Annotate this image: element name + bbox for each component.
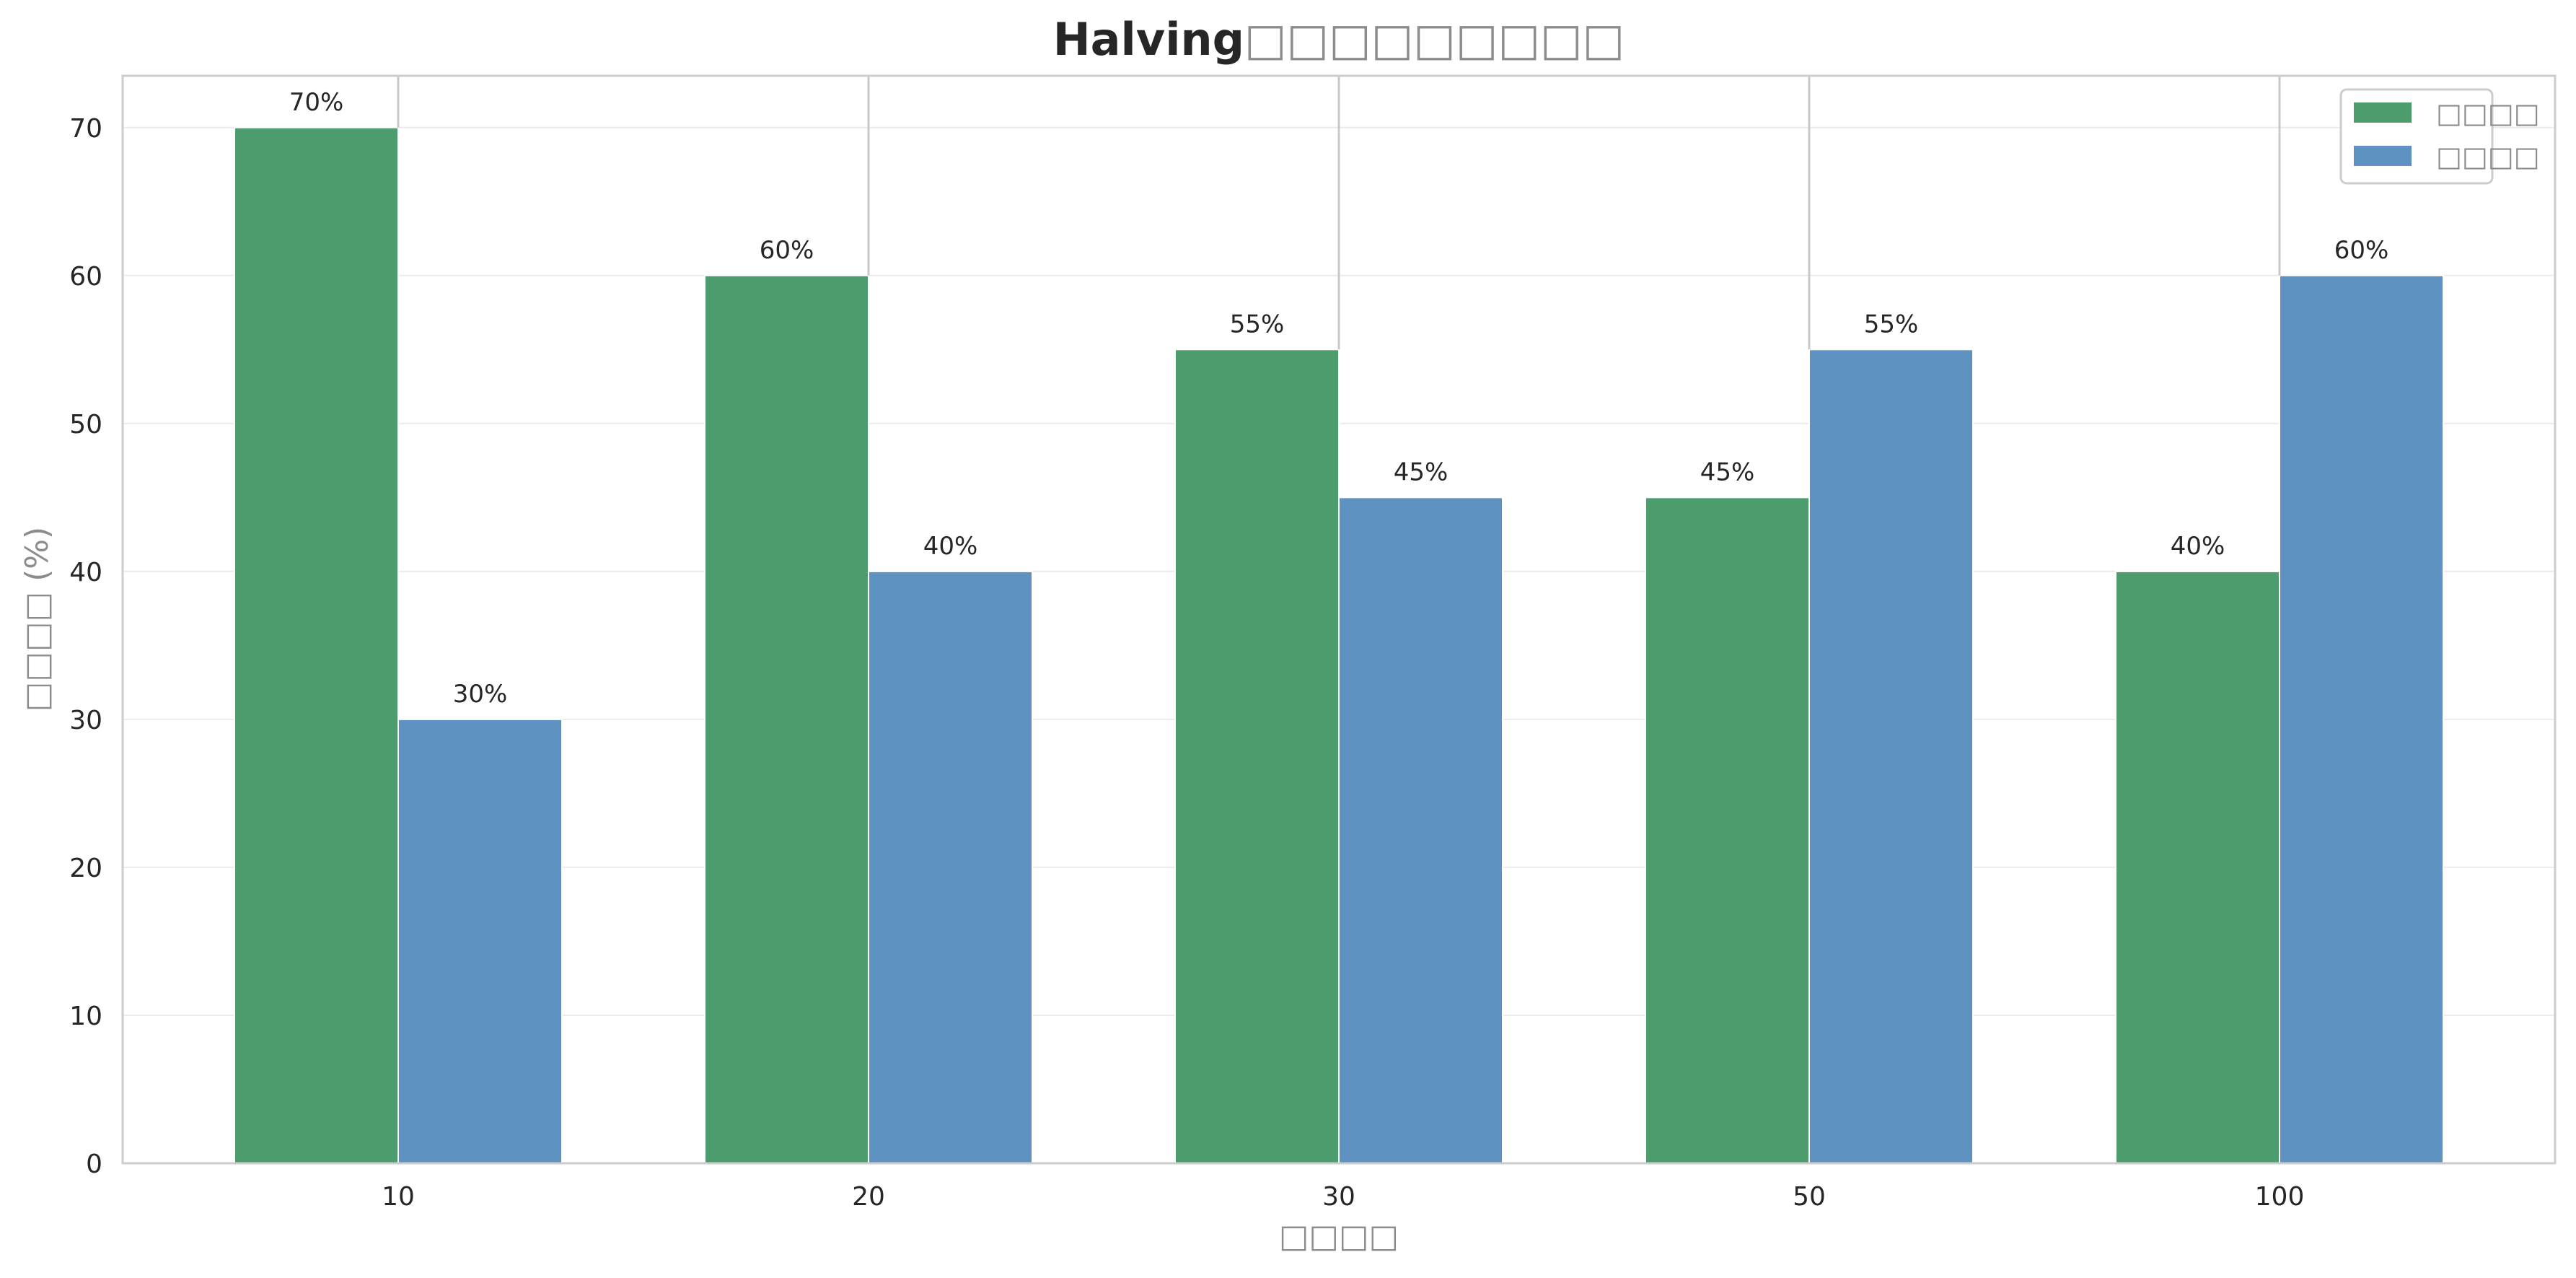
bar-value-label: 40% <box>2171 532 2225 561</box>
bar-series-2-10 <box>397 718 563 1164</box>
bar-layer <box>234 126 2444 1165</box>
x-tick-label: 100 <box>2255 1182 2305 1212</box>
y-tick-label: 10 <box>69 1002 102 1031</box>
bar-label-layer: 70% 30% 60% 40% 55% 45% 45% 55% 40% 60% <box>289 88 2389 709</box>
legend-label-series-2: □□□□ <box>2436 141 2540 172</box>
bar-value-label: 60% <box>2334 236 2389 265</box>
bar-value-label: 45% <box>1700 458 1755 486</box>
chart-title-bold: Halving <box>1053 13 1244 66</box>
bar-value-label: 40% <box>923 532 978 561</box>
separator-layer <box>397 76 2281 350</box>
y-tick-label: 70 <box>69 114 102 144</box>
bar-value-label: 70% <box>289 88 344 117</box>
x-axis-title: □□□□ <box>1279 1218 1399 1255</box>
legend-swatch-series-2 <box>2354 146 2412 166</box>
x-tick-label: 10 <box>382 1182 415 1212</box>
plot-frame <box>121 74 2557 1165</box>
bar-series-2-50 <box>1808 349 1974 1165</box>
y-tick-label: 40 <box>69 558 102 587</box>
legend-swatch-series-1 <box>2354 102 2412 123</box>
x-tick-layer: 10 20 30 50 100 <box>382 1182 2304 1212</box>
bar-value-label: 55% <box>1230 310 1285 338</box>
y-tick-layer: 0 10 20 30 40 50 60 70 <box>69 114 102 1179</box>
bar-value-label: 55% <box>1864 310 1919 338</box>
y-tick-label: 20 <box>69 854 102 883</box>
chart-title: Halving□□□□□□□□□ <box>1053 13 1625 66</box>
chart-title-rest: □□□□□□□□□ <box>1244 13 1625 66</box>
x-tick-label: 30 <box>1322 1182 1355 1212</box>
y-tick-label: 30 <box>69 706 102 735</box>
y-axis-title: □□□□ (%) <box>19 527 56 712</box>
bar-value-label: 45% <box>1394 458 1449 486</box>
bar-value-label: 30% <box>453 680 508 709</box>
x-tick-label: 50 <box>1793 1182 1826 1212</box>
bar-series-1-100 <box>2115 570 2280 1164</box>
bar-series-2-100 <box>2279 274 2444 1165</box>
bar-value-label: 60% <box>760 236 814 265</box>
bar-series-1-30 <box>1174 349 1340 1165</box>
bar-series-2-30 <box>1338 496 1503 1164</box>
y-tick-label: 50 <box>69 410 102 439</box>
x-tick-label: 20 <box>852 1182 885 1212</box>
bar-series-1-50 <box>1645 496 1810 1164</box>
y-tick-label: 0 <box>86 1150 102 1179</box>
bar-series-1-20 <box>704 274 869 1165</box>
bar-series-1-10 <box>234 126 399 1164</box>
legend: □□□□ □□□□ <box>2339 88 2540 185</box>
y-tick-label: 60 <box>69 262 102 292</box>
bar-series-2-20 <box>868 570 1033 1164</box>
legend-label-series-1: □□□□ <box>2436 97 2540 129</box>
